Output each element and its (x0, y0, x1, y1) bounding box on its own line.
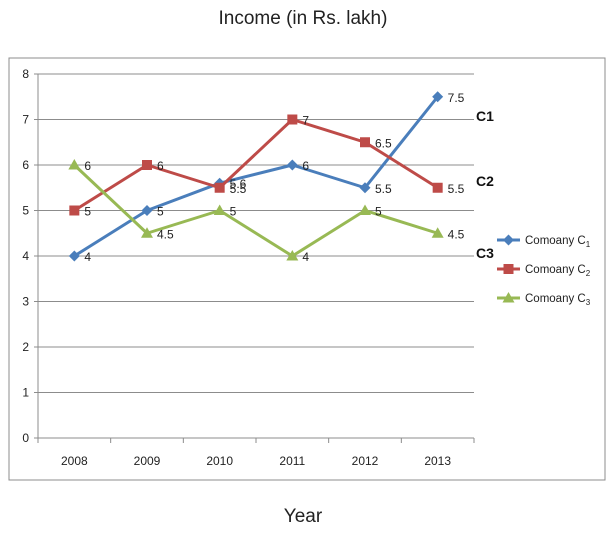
data-label: 4.5 (157, 227, 174, 241)
axes: 0 1 2 3 4 5 6 7 8 2008 2009 2010 2011 2012 2013 (22, 67, 475, 468)
y-tick-label: 0 (22, 431, 29, 445)
y-tick-label: 6 (22, 158, 29, 172)
data-label: 4.5 (448, 227, 465, 241)
chart-title: Income (in Rs. lakh) (218, 8, 388, 29)
data-point-triangle (141, 227, 153, 238)
x-tick-label: 2010 (206, 454, 233, 468)
legend-label: Comoany C3 (525, 293, 591, 307)
y-tick-label: 8 (22, 67, 29, 81)
data-point-square (287, 114, 298, 125)
series-line-3 (73, 163, 439, 258)
data-label: 4 (302, 250, 309, 264)
data-point-triangle (359, 204, 371, 215)
data-label: 5.6 (230, 177, 247, 191)
data-label: 7 (302, 114, 309, 128)
data-point-diamond (359, 182, 371, 194)
data-label: 5 (375, 205, 382, 219)
x-tick-label: 2012 (352, 454, 379, 468)
data-point-square (432, 182, 443, 193)
x-tick-label: 2011 (279, 454, 305, 468)
x-tick-label: 2013 (424, 454, 451, 468)
series-tag: C2 (476, 173, 494, 189)
gridlines (38, 73, 474, 393)
y-tick-label: 4 (22, 249, 29, 263)
legend-label: Comoany C1 (525, 235, 591, 249)
data-label: 6 (84, 159, 91, 173)
data-point-triangle (286, 250, 299, 261)
data-label: 5 (157, 205, 164, 219)
data-label: 5 (230, 205, 237, 219)
data-point-triangle (431, 227, 444, 238)
data-point-triangle (68, 159, 81, 170)
legend-marker-square (503, 264, 514, 274)
data-label: 6.5 (375, 136, 392, 150)
y-tick-label: 5 (22, 204, 29, 218)
data-point-diamond (432, 91, 444, 103)
data-point-square (214, 182, 225, 193)
data-point-square (360, 137, 370, 148)
legend-marker-triangle (502, 292, 515, 303)
y-tick-label: 1 (22, 386, 29, 400)
legend-label: Comoany C2 (525, 264, 591, 278)
x-tick-label: 2008 (61, 454, 88, 468)
legend: Comoany C1 Comoany C2 Comoany C3 (497, 234, 591, 307)
data-point-diamond (68, 250, 80, 262)
data-label: 7.5 (448, 91, 465, 105)
data-label: 5.5 (375, 182, 392, 196)
legend-marker-diamond (503, 234, 514, 246)
series-tag: C1 (476, 108, 494, 124)
data-label: 6 (302, 159, 309, 173)
data-point-diamond (141, 205, 153, 216)
data-labels: 4 5 5.6 6 5.5 7.5 5 6 5.5 7 6.5 5.5 6 4.5 5 4 5 4.5 (84, 91, 464, 264)
data-label: 4 (84, 250, 91, 264)
data-label: 5 (84, 205, 91, 219)
data-label: 5.5 (230, 182, 247, 196)
data-point-diamond (286, 159, 298, 171)
series-line-1 (73, 95, 439, 258)
y-tick-label: 3 (22, 295, 29, 309)
series-line-2 (73, 118, 439, 212)
series-tag: C3 (476, 245, 494, 261)
data-point-triangle (213, 204, 226, 215)
data-label: 6 (157, 159, 164, 173)
data-label: 5.5 (448, 182, 465, 196)
x-axis-title: Year (283, 506, 323, 527)
x-tick-label: 2009 (134, 454, 161, 468)
y-tick-label: 2 (22, 340, 29, 354)
data-point-square (142, 160, 152, 170)
y-tick-label: 7 (22, 113, 29, 127)
data-point-square (69, 205, 80, 216)
series-layer (68, 91, 444, 262)
series-tags: C1 C2 C3 (476, 108, 494, 261)
